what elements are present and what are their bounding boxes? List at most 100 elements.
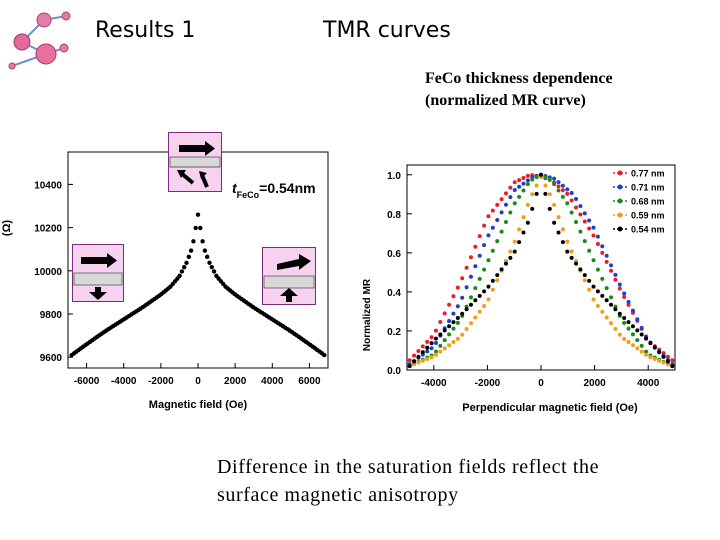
data-point [499, 197, 504, 202]
data-point [600, 293, 605, 298]
data-point [468, 255, 473, 260]
data-point [433, 352, 438, 357]
data-point [639, 325, 644, 330]
data-point [591, 284, 596, 289]
data-point [622, 291, 627, 296]
data-point [565, 187, 570, 192]
data-point [412, 359, 417, 364]
data-point [595, 304, 600, 309]
data-point [508, 195, 513, 200]
data-point [600, 309, 605, 314]
data-point [534, 175, 539, 180]
data-point [473, 264, 478, 269]
data-point [451, 311, 456, 316]
data-point [644, 336, 649, 341]
data-point [490, 278, 495, 283]
data-point [508, 249, 513, 254]
data-point [639, 332, 644, 337]
data-point [534, 191, 539, 196]
data-point [565, 191, 570, 196]
data-point [482, 289, 487, 294]
thickness-annotation: tFeCo=0.54nm [232, 180, 316, 200]
data-point [486, 233, 491, 238]
data-point [464, 285, 469, 290]
data-point [438, 349, 443, 354]
data-point [665, 359, 670, 364]
data-point [630, 308, 635, 313]
data-point [473, 298, 478, 303]
data-point [578, 204, 583, 209]
data-point [425, 339, 430, 344]
data-point [569, 191, 574, 196]
data-point [582, 239, 587, 244]
data-point [600, 244, 605, 249]
data-point [591, 297, 596, 302]
data-point [609, 302, 614, 307]
data-point [587, 218, 592, 223]
data-point [198, 225, 203, 231]
data-point [468, 295, 473, 300]
data-point [451, 326, 456, 331]
data-point [670, 358, 675, 363]
data-point [420, 358, 425, 363]
data-point [595, 267, 600, 272]
data-point [177, 273, 182, 279]
data-point [482, 304, 487, 309]
data-point [661, 360, 666, 365]
y-tick-label: 10400 [34, 180, 62, 191]
data-point [322, 352, 327, 358]
data-point [477, 293, 482, 298]
data-point [468, 302, 473, 307]
data-point [582, 273, 587, 278]
data-point [613, 277, 618, 282]
data-point [560, 188, 565, 193]
data-point [521, 176, 526, 181]
data-point [460, 295, 465, 300]
x-tick-label: -6000 [74, 376, 100, 387]
data-point [429, 341, 434, 346]
data-point [433, 340, 438, 345]
section-title: TMR curves [323, 18, 451, 43]
data-point [604, 298, 609, 303]
data-point [482, 267, 487, 272]
data-point [525, 173, 530, 178]
data-point [556, 215, 561, 220]
data-point [460, 311, 465, 316]
data-point [503, 220, 508, 225]
x-tick-label: 4000 [261, 376, 284, 387]
data-point [574, 205, 579, 210]
data-point [556, 230, 561, 235]
x-axis-label: Magnetic field (Oe) [149, 399, 248, 411]
data-point [556, 180, 561, 185]
data-point [495, 218, 500, 223]
data-point [543, 183, 548, 188]
arrow-right-icon [277, 254, 311, 270]
data-point [407, 358, 412, 363]
data-point [455, 285, 460, 290]
data-point [473, 286, 478, 291]
data-point [530, 177, 535, 182]
data-point [425, 349, 430, 354]
data-point [193, 225, 198, 231]
legend-label: 0.71 nm [631, 183, 665, 193]
legend-marker [617, 170, 623, 176]
arrow-up-icon [280, 288, 298, 302]
x-tick-label: -4000 [111, 376, 137, 387]
data-point [626, 340, 631, 345]
data-point [617, 282, 622, 287]
data-point [630, 343, 635, 348]
x-axis-ticks: -4000 -2000 0 2000 4000 [421, 365, 660, 389]
data-point [473, 244, 478, 249]
data-point [433, 328, 438, 333]
data-point [442, 338, 447, 343]
data-point [560, 227, 565, 232]
data-point [648, 355, 653, 360]
data-point [464, 265, 469, 270]
data-point [560, 240, 565, 245]
data-point [512, 249, 517, 254]
x-tick-label: -4000 [421, 378, 447, 389]
conclusion-text: Difference in the saturation fields refl… [217, 453, 599, 509]
data-point [595, 289, 600, 294]
data-point [574, 220, 579, 225]
data-point [512, 201, 517, 206]
